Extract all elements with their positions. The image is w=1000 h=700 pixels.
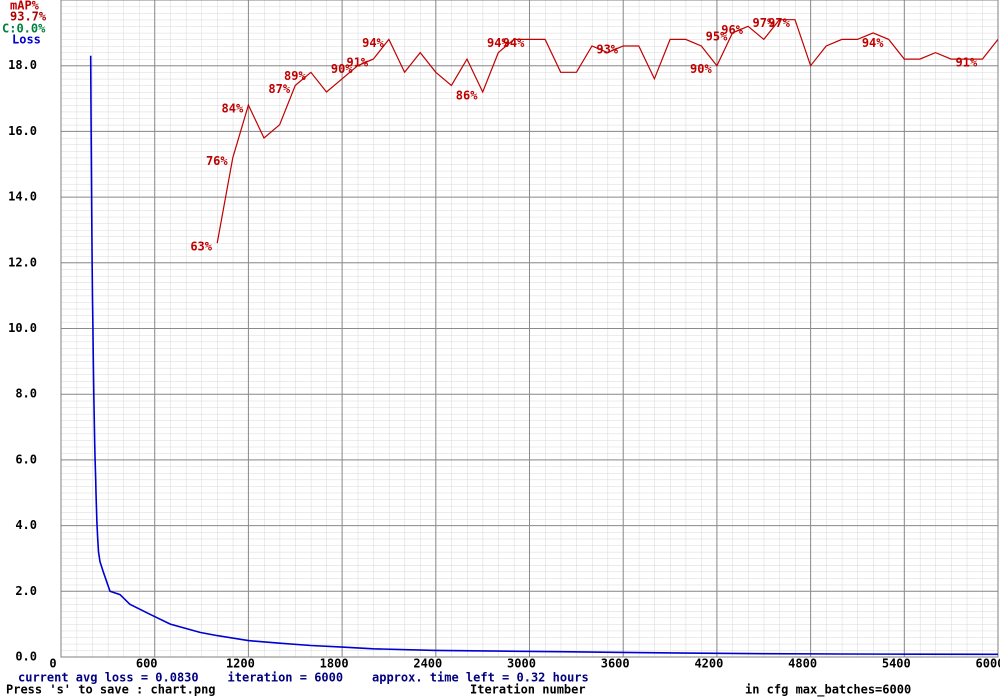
y-tick-label: 0.0 [15,650,37,664]
y-tick-label: 4.0 [15,518,37,532]
x-tick-label: 600 [136,657,158,671]
labels: 0 600 1200 1800 2400 3000 3600 4200 4800 5400 600 0… [8,16,1000,670]
data-label: 90% [331,62,353,76]
y-tick-label: 12.0 [8,255,37,269]
data-label: 93% [596,42,618,56]
x-tick-label: 3600 [601,657,630,671]
data-label: 94% [362,36,384,50]
x-axis-label: Iteration number [470,683,586,697]
x-tick-label: 1200 [226,657,255,671]
data-label: 63% [190,240,212,254]
data-label: 89% [284,69,306,83]
data-label: 96% [721,23,743,37]
legend-entry: mAP% [10,0,40,13]
x-tick-label: 5400 [882,657,911,671]
x-tick-label: 1800 [320,657,349,671]
x-tick-label: 3000 [507,657,536,671]
marks [89,19,999,656]
y-tick-label: 16.0 [8,124,37,138]
legend-note: C:0.0% [2,22,46,36]
y-tick-label: 6.0 [15,452,37,466]
y-tick-label: 18.0 [8,58,37,72]
legend-entry: Loss [12,33,41,47]
plot-frame [60,0,999,658]
data-label: 97% [768,16,790,30]
y-tick-label: 10.0 [8,321,37,335]
y-tick-label: 2.0 [15,584,37,598]
x-tick-label: 4800 [788,657,817,671]
status-text: current avg loss = 0.0830 iteration = 60… [18,671,589,685]
data-label: 94% [503,36,525,50]
data-label: 91% [346,56,368,70]
data-label: 94% [862,36,884,50]
x-tick-label: 2400 [413,657,442,671]
series-line [216,19,999,244]
data-label: 95% [706,29,728,43]
x-tick-label: 6000 [976,657,1000,671]
data-label: 97% [753,16,775,30]
data-label: 90% [690,62,712,76]
data-label: 86% [456,88,478,102]
data-label: 94% [487,36,509,50]
status-text: in cfg max_batches=6000 [745,683,911,698]
legend-note: 93.7% [10,10,47,24]
data-label: 84% [222,102,244,116]
x-tick-label: 0 [49,657,56,671]
x-tick-label: 4200 [694,657,723,671]
series-line [89,55,999,656]
status-text: Press 's' to save : chart.png [6,683,216,697]
data-label: 76% [206,154,228,168]
data-label: 91% [956,56,978,70]
y-tick-label: 8.0 [15,387,37,401]
data-label: 87% [268,82,290,96]
y-tick-label: 14.0 [8,190,37,204]
